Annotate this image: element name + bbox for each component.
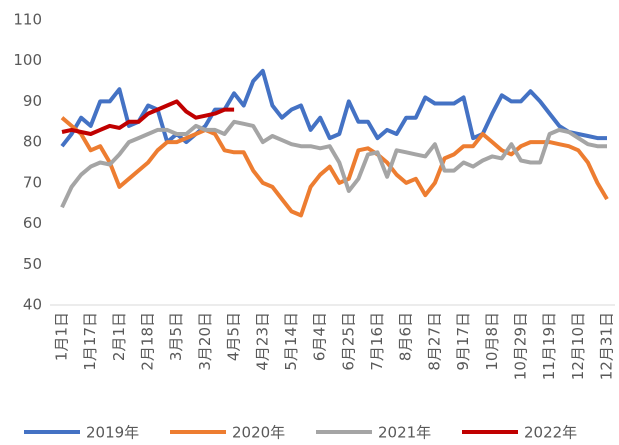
x-tick-label: 1月1日 [53,312,71,361]
legend-label: 2020年 [232,424,285,442]
series-line [61,99,235,136]
x-tick-label: 5月14日 [282,312,300,371]
x-tick-label: 7月16日 [368,312,386,371]
x-tick-label: 4月5日 [225,312,243,361]
legend-label: 2019年 [86,424,139,442]
x-tick-label: 3月20日 [196,312,214,371]
y-tick-label: 100 [13,51,42,69]
x-tick-label: 9月17日 [454,312,472,371]
x-tick-label: 8月27日 [425,312,443,371]
y-tick-label: 90 [23,92,42,110]
x-tick-label: 6月4日 [311,312,329,361]
x-tick-label: 10月8日 [483,312,501,371]
series-line [60,116,609,218]
x-tick-label: 12月31日 [598,312,616,380]
legend-label: 2022年 [524,424,577,442]
x-tick-label: 4月23日 [253,312,271,371]
x-tick-label: 10月29日 [511,312,529,380]
x-tick-label: 2月18日 [139,312,157,371]
series-line [60,68,607,148]
x-tick-label: 2月1日 [110,312,128,361]
y-tick-label: 70 [23,173,42,191]
y-tick-label: 60 [23,214,42,232]
x-tick-label: 11月19日 [540,312,558,380]
y-tick-label: 80 [23,133,42,151]
y-tick-label: 50 [23,255,42,273]
x-tick-label: 3月5日 [167,312,185,361]
x-tick-label: 12月10日 [569,312,587,380]
y-tick-label: 40 [23,296,42,314]
x-tick-label: 8月6日 [397,312,415,361]
series-line [60,119,607,209]
y-tick-label: 110 [13,11,42,29]
x-tick-label: 6月25日 [339,312,357,371]
x-tick-label: 1月17日 [81,312,99,371]
legend-label: 2021年 [378,424,431,442]
